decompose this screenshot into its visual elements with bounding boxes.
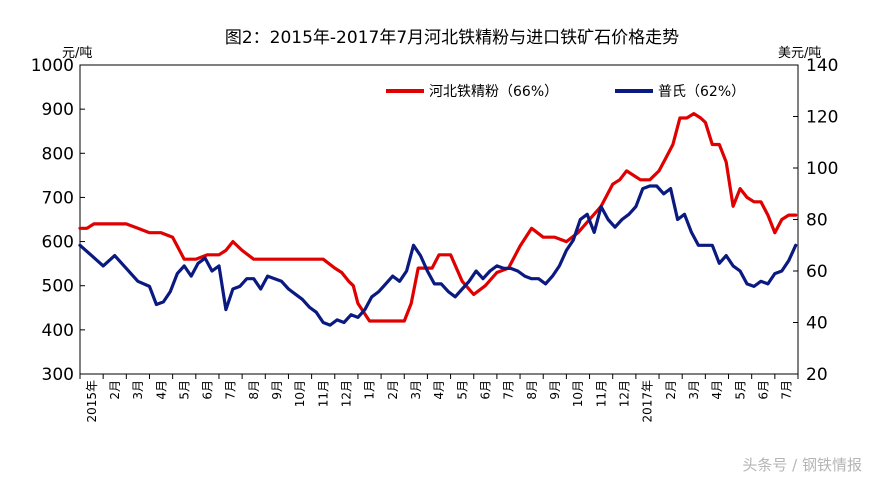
x-tick-label: 7月 [502, 380, 516, 400]
x-tick-label: 8月 [247, 380, 261, 400]
x-tick-label: 4月 [154, 380, 168, 400]
y-right-tick-label: 120 [806, 108, 838, 128]
x-tick-label: 9月 [548, 380, 562, 400]
x-tick-label: 7月 [780, 380, 794, 400]
y-left-tick-label: 400 [42, 321, 74, 341]
y-right-tick-label: 60 [806, 262, 828, 282]
series-line-platts [78, 184, 798, 327]
x-tick-label: 4月 [432, 380, 446, 400]
y-left-tick-label: 1000 [31, 56, 74, 76]
x-tick-label: 2017年 [641, 380, 655, 423]
y-right-tick-label: 80 [806, 211, 828, 231]
x-tick-label: 6月 [756, 380, 770, 400]
y-left-tick-label: 600 [42, 233, 74, 253]
series-line-hebei [78, 111, 798, 323]
watermark: 头条号 / 钢铁情报 [742, 456, 862, 474]
plot-frame [79, 64, 799, 375]
x-tick-label: 2月 [386, 380, 400, 400]
x-tick-label: 5月 [455, 380, 469, 400]
x-tick-label: 5月 [177, 380, 191, 400]
y-left-unit: 元/吨 [62, 46, 92, 61]
x-tick-label: 9月 [270, 380, 284, 400]
x-tick-label: 11月 [316, 380, 330, 407]
y-left-tick-label: 300 [42, 365, 74, 385]
y-right-unit: 美元/吨 [778, 46, 821, 61]
y-left-tick-label: 800 [42, 144, 74, 164]
y-right-tick-label: 100 [806, 159, 838, 179]
x-tick-label: 5月 [733, 380, 747, 400]
y-left-tick-label: 700 [42, 188, 74, 208]
x-tick-label: 11月 [594, 380, 608, 407]
x-tick-label: 10月 [571, 380, 585, 407]
x-tick-label: 2月 [108, 380, 122, 400]
x-tick-label: 12月 [340, 380, 354, 407]
x-tick-label: 12月 [617, 380, 631, 407]
x-tick-label: 6月 [201, 380, 215, 400]
y-right-tick-label: 40 [806, 314, 828, 334]
legend: 河北铁精粉（66%） 普氏（62%） [386, 84, 745, 100]
x-tick-label: 7月 [224, 380, 238, 400]
x-tick-label: 1月 [363, 380, 377, 400]
y-right-tick-label: 20 [806, 365, 828, 385]
x-tick-label: 3月 [409, 380, 423, 400]
x-tick-label: 3月 [687, 380, 701, 400]
x-tick-label: 3月 [131, 380, 145, 400]
legend-label-platts: 普氏（62%） [658, 84, 745, 100]
x-tick-label: 2015年 [85, 380, 99, 423]
series-layer [78, 111, 798, 327]
chart-title: 图2：2015年-2017年7月河北铁精粉与进口铁矿石价格走势 [225, 28, 679, 48]
x-tick-label: 8月 [525, 380, 539, 400]
y-left-tick-label: 500 [42, 277, 74, 297]
axes: 300 400 500 600 700 800 900 1000 20 40 60 80 100 120 1… [31, 56, 839, 423]
y-left-tick-label: 900 [42, 100, 74, 120]
y-right-tick-label: 140 [806, 56, 838, 76]
x-tick-label: 6月 [479, 380, 493, 400]
x-tick-label: 10月 [293, 380, 307, 407]
x-tick-label: 4月 [710, 380, 724, 400]
x-tick-label: 2月 [664, 380, 678, 400]
legend-label-hebei: 河北铁精粉（66%） [429, 84, 558, 100]
